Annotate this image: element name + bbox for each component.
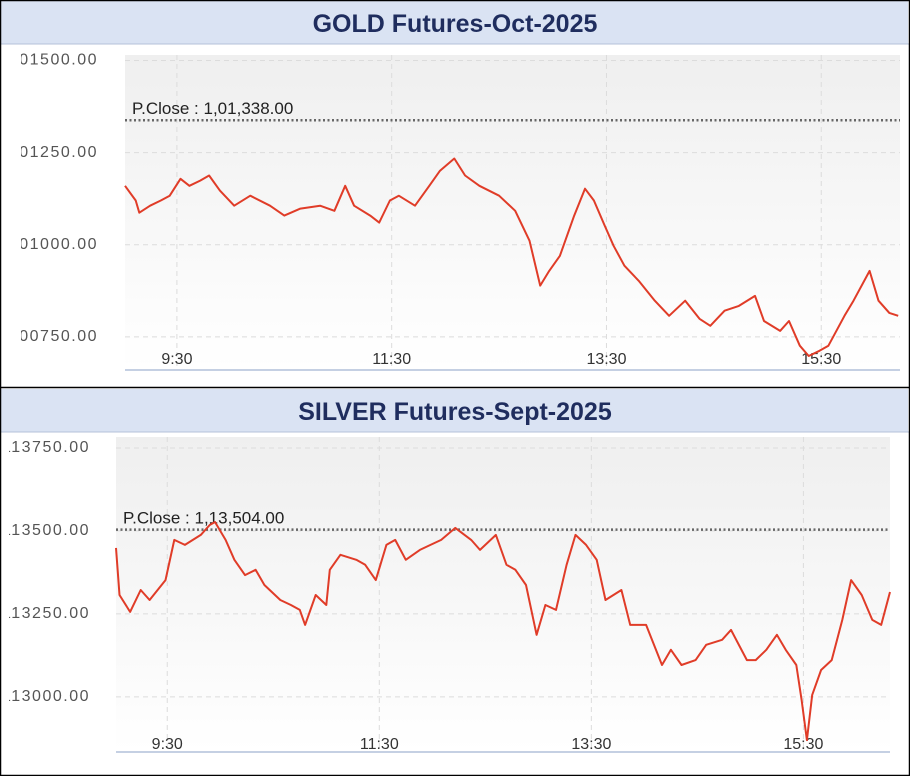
y-tick-label: 100750.00 bbox=[9, 328, 98, 345]
chart-title: SILVER Futures-Sept-2025 bbox=[298, 398, 612, 426]
title-bar bbox=[1, 389, 908, 432]
y-tick-label: 113500.00 bbox=[2, 522, 90, 539]
y-tick-label: 113000.00 bbox=[2, 688, 90, 705]
chart-panel: GOLD Futures-Oct-2025100750.00101000.001… bbox=[1, 1, 909, 371]
x-tick-label: 9:30 bbox=[152, 736, 183, 753]
y-axis-labels: 113000.00 113250.00 113500.00 113750.00 bbox=[2, 439, 90, 705]
y-tick-label: 101000.00 bbox=[9, 236, 98, 253]
previous-close-label: P.Close : 1,01,338.00 bbox=[132, 99, 293, 118]
x-tick-label: 11:30 bbox=[372, 351, 411, 368]
y-tick-label: 101500.00 bbox=[9, 52, 98, 69]
title-bar bbox=[1, 1, 908, 44]
price-line bbox=[115, 521, 891, 742]
y-tick-label: 113250.00 bbox=[2, 605, 90, 622]
chart-panel: SILVER Futures-Sept-2025 113000.00 113250.… bbox=[1, 389, 909, 753]
plot-area bbox=[125, 55, 900, 370]
x-tick-label: 15:30 bbox=[783, 736, 823, 753]
chart-title: GOLD Futures-Oct-2025 bbox=[313, 10, 598, 38]
y-tick-label: 113750.00 bbox=[2, 439, 90, 456]
x-tick-label: 9:30 bbox=[161, 351, 192, 368]
x-tick-label: 13:30 bbox=[586, 351, 626, 368]
y-tick-label: 101250.00 bbox=[9, 144, 98, 161]
price-line bbox=[124, 157, 899, 357]
previous-close-label: P.Close : 1,13,504.00 bbox=[123, 509, 284, 528]
plot-area bbox=[116, 437, 890, 752]
x-tick-label: 13:30 bbox=[571, 736, 611, 753]
x-tick-label: 11:30 bbox=[360, 736, 399, 753]
y-axis-labels: 100750.00 101000.00 101250.00 101500.00 bbox=[9, 52, 98, 345]
